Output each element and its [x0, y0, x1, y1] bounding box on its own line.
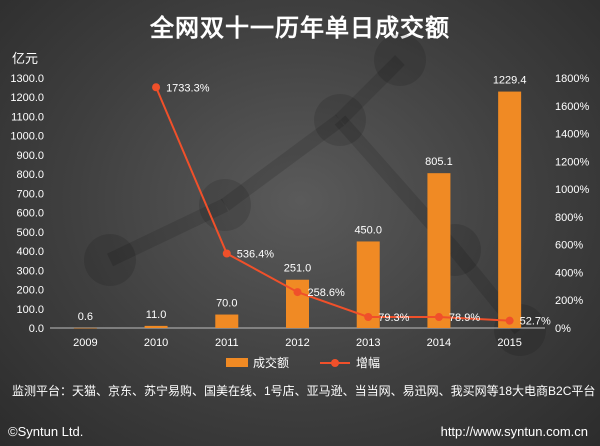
bar-value-label: 11.0 [146, 309, 167, 321]
growth-point [293, 288, 302, 297]
chart-title: 全网双十一历年单日成交额 [150, 15, 450, 42]
bar [286, 279, 309, 328]
x-tick-label: 2013 [356, 337, 380, 349]
growth-point [505, 316, 514, 325]
y-tick-label: 1200.0 [10, 92, 44, 104]
legend-bar-label: 成交额 [253, 355, 289, 370]
y-tick-label: 1100.0 [11, 111, 44, 123]
growth-value-label: 78.9% [449, 312, 480, 324]
x-tick-label: 2010 [144, 337, 168, 349]
decor-link [220, 114, 345, 211]
y-tick-label: 600.0 [16, 208, 44, 220]
footer-note: 监测平台：天猫、京东、苏宁易购、国美在线、1号店、亚马逊、当当网、易迅网、我买网… [12, 384, 596, 398]
growth-value-label: 258.6% [308, 287, 346, 299]
chart-legend: 成交额 增幅 [226, 355, 380, 370]
bar-value-label: 450.0 [354, 224, 382, 236]
x-tick-label: 2012 [285, 337, 309, 349]
bar [498, 91, 522, 328]
decor-node [314, 94, 366, 146]
bar-value-label: 70.0 [216, 298, 237, 310]
decor-node [84, 234, 136, 286]
bar-value-label: 805.1 [425, 156, 453, 168]
bar [144, 325, 168, 328]
y-tick-label: 300.0 [16, 265, 44, 277]
legend-bar-swatch [226, 358, 248, 367]
growth-value-label: 1733.3% [166, 82, 210, 94]
bar-value-label: 0.6 [78, 311, 93, 323]
bar [427, 173, 451, 328]
y-tick-label: 0.0 [29, 323, 44, 335]
y2-tick-label: 1400% [555, 129, 589, 141]
x-tick-label: 2011 [215, 337, 239, 349]
y2-tick-label: 200% [555, 295, 583, 307]
bar-series [73, 91, 522, 329]
legend-line-marker [331, 359, 339, 367]
bar [215, 314, 239, 328]
y-tick-label: 900.0 [16, 150, 44, 162]
y-tick-label: 800.0 [16, 169, 44, 181]
copyright-text: ©Syntun Ltd. [8, 424, 84, 439]
chart-axes: 0.0 100.0 200.0 300.0 400.0 500.0 600.0 700.0 80… [10, 73, 589, 349]
decor-link [106, 198, 229, 267]
background-decoration [84, 34, 546, 356]
y-axis-unit-label: 亿元 [12, 51, 39, 66]
y-tick-label: 1000.0 [10, 131, 44, 143]
legend-line-label: 增幅 [356, 355, 380, 370]
x-tick-label: 2015 [497, 337, 521, 349]
y-tick-label: 1300.0 [10, 73, 44, 85]
line-series [152, 83, 514, 325]
growth-value-label: 79.3% [378, 312, 409, 324]
growth-line [155, 86, 510, 322]
growth-point [222, 249, 231, 258]
growth-point [152, 83, 161, 92]
y2-tick-label: 1200% [555, 156, 589, 168]
y-tick-label: 400.0 [16, 246, 44, 258]
y2-tick-label: 1000% [555, 184, 589, 196]
data-labels: 0.6 11.0 70.0 251.0 450.0 805.1 1229.4 1733.3% 5… [78, 75, 551, 328]
x-tick-label: 2009 [73, 337, 97, 349]
growth-value-label: 536.4% [237, 249, 275, 261]
y-tick-label: 500.0 [16, 227, 44, 239]
y-tick-label: 700.0 [16, 188, 44, 200]
y2-tick-label: 800% [555, 212, 583, 224]
y2-tick-label: 1800% [555, 73, 589, 85]
bar-value-label: 1229.4 [493, 75, 527, 87]
growth-point [434, 313, 443, 322]
decor-link [335, 55, 405, 125]
y2-tick-label: 0% [555, 323, 571, 335]
y2-tick-label: 400% [555, 267, 583, 279]
y2-tick-label: 600% [555, 240, 583, 252]
y-tick-label: 200.0 [16, 285, 44, 297]
decor-node [374, 34, 426, 86]
x-tick-label: 2014 [427, 337, 451, 349]
website-url: http://www.syntun.com.cn [440, 424, 588, 439]
bar-value-label: 251.0 [284, 263, 312, 275]
y2-tick-label: 1600% [555, 101, 589, 113]
growth-point [364, 312, 373, 321]
y-tick-label: 100.0 [16, 304, 44, 316]
bar [356, 241, 380, 328]
growth-value-label: 52.7% [520, 316, 551, 328]
bar [73, 327, 97, 329]
